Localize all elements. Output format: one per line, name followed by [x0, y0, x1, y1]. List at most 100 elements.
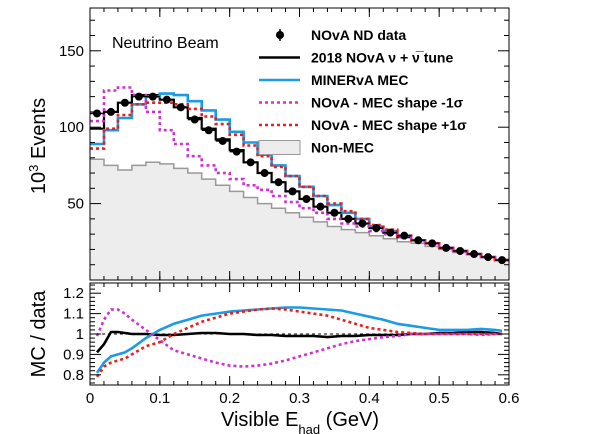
legend-label: Non-MEC — [311, 140, 374, 156]
legend-item-2018-nova-tune: 2018 NOvA ν + ν̅ tune — [259, 50, 453, 66]
top-y-tick-label: 100 — [59, 119, 84, 136]
x-tick-label: 0.5 — [429, 390, 450, 407]
legend-label: NOvA ND data — [311, 27, 406, 43]
legend-item-non-mec: Non-MEC — [258, 140, 374, 156]
ratio-series-nova-mec-shape-1 — [95, 308, 502, 368]
data-point-marker — [484, 253, 493, 262]
data-point-marker — [148, 92, 157, 101]
data-point — [397, 231, 412, 240]
data-point — [313, 202, 328, 211]
ratio-plot-area — [90, 306, 509, 378]
data-point — [453, 246, 468, 255]
top-y-tick-label: 50 — [67, 196, 84, 213]
ratio-y-tick-label: 0.8 — [63, 367, 84, 384]
data-point-marker — [358, 219, 367, 228]
data-point-marker — [176, 103, 185, 112]
x-tick-label: 0.4 — [359, 390, 380, 407]
data-point — [439, 243, 454, 252]
data-point-marker — [274, 178, 283, 187]
data-point-marker — [498, 256, 507, 265]
data-point-marker — [246, 158, 255, 167]
data-point-marker — [456, 246, 465, 255]
beam-annotation: Neutrino Beam — [112, 35, 219, 52]
ratio-series-nova-mec-shape-1 — [95, 307, 502, 378]
data-point — [131, 92, 146, 101]
x-axis-label: Visible Ehad (GeV) — [221, 409, 379, 434]
x-tick-label: 0 — [86, 390, 94, 407]
ratio-y-tick-label: 1.1 — [63, 306, 84, 323]
data-point-marker — [260, 169, 269, 178]
data-point — [327, 208, 342, 217]
series-non-mec-fill — [90, 159, 509, 280]
data-point-marker — [134, 92, 143, 101]
data-point — [187, 115, 202, 124]
series-nova-mec-shape-1-line — [90, 86, 509, 262]
data-point-marker — [232, 147, 241, 156]
top-panel-axes: 50 100 150 — [59, 8, 510, 280]
data-point — [243, 158, 258, 167]
data-point-marker — [470, 250, 479, 259]
ratio-panel-axes: 0 0.1 0.2 0.3 0.4 0.5 0.6 0.8 0.9 1 1.1 1.2 — [63, 283, 519, 407]
top-plot-area — [90, 86, 509, 280]
legend-label: MINERvA MEC — [311, 72, 409, 88]
x-axis-label-subscript: had — [298, 422, 320, 434]
legend-label: NOvA - MEC shape -1σ — [311, 95, 464, 111]
data-point — [271, 178, 286, 187]
ratio-series-minerva-mec — [95, 306, 503, 374]
data-point — [411, 236, 426, 245]
data-point-marker — [106, 107, 115, 116]
data-point-marker — [288, 187, 297, 196]
data-point — [257, 169, 272, 178]
data-point-marker — [316, 202, 325, 211]
legend-item-nova-nd-data: NOvA ND data — [276, 27, 406, 43]
legend-label: 2018 NOvA ν + ν̅ tune — [311, 50, 453, 66]
data-point-marker — [400, 231, 409, 240]
legend-swatch-fill — [258, 140, 301, 155]
x-tick-label: 0.1 — [149, 390, 170, 407]
data-point-marker — [344, 214, 353, 223]
data-point — [90, 109, 104, 118]
legend: NOvA ND data 2018 NOvA ν + ν̅ tune MINERvA… — [258, 27, 467, 156]
data-point — [103, 107, 118, 116]
legend-item-nova-mec-shape-1: NOvA - MEC shape +1σ — [259, 117, 467, 133]
ratio-y-tick-label: 1.2 — [63, 285, 84, 302]
ratio-y-axis-label: MC / data — [28, 290, 50, 378]
data-point-marker — [386, 228, 395, 237]
data-point — [481, 253, 496, 262]
data-point — [117, 98, 132, 107]
data-point — [425, 239, 440, 248]
x-tick-label: 0.2 — [219, 390, 240, 407]
data-point — [299, 195, 314, 204]
data-point-marker — [92, 109, 101, 118]
ratio-y-tick-label: 1 — [76, 326, 84, 343]
data-point — [467, 250, 482, 259]
data-point-marker — [120, 98, 129, 107]
data-point — [173, 103, 188, 112]
data-point — [285, 187, 300, 196]
data-point-marker — [204, 126, 213, 135]
data-point-marker — [218, 136, 227, 145]
data-point-marker — [162, 95, 171, 104]
data-point — [495, 256, 509, 265]
x-tick-label: 0.3 — [289, 390, 310, 407]
data-point — [369, 224, 384, 233]
data-point — [355, 219, 370, 228]
data-point-marker — [190, 115, 199, 124]
top-y-tick-label: 150 — [59, 43, 84, 60]
legend-item-nova-mec-shape-1: NOvA - MEC shape -1σ — [259, 95, 464, 111]
legend-label: NOvA - MEC shape +1σ — [311, 117, 467, 133]
ratio-panel: 0 0.1 0.2 0.3 0.4 0.5 0.6 0.8 0.9 1 1.1 1.2 MC / da… — [28, 282, 519, 434]
top-y-axis-label: 103 Events — [26, 98, 51, 194]
data-point-marker — [302, 195, 311, 204]
data-point — [159, 95, 174, 104]
top-panel: 50 100 150 Neutrino Beam NOvA ND data 2018 … — [26, 7, 510, 281]
data-point — [201, 126, 216, 135]
data-point-marker — [414, 236, 423, 245]
data-point — [215, 136, 230, 145]
data-point — [145, 92, 160, 101]
data-point-marker — [372, 224, 381, 233]
data-point-marker — [428, 239, 437, 248]
ratio-y-tick-label: 0.9 — [63, 346, 84, 363]
data-point-marker — [442, 243, 451, 252]
